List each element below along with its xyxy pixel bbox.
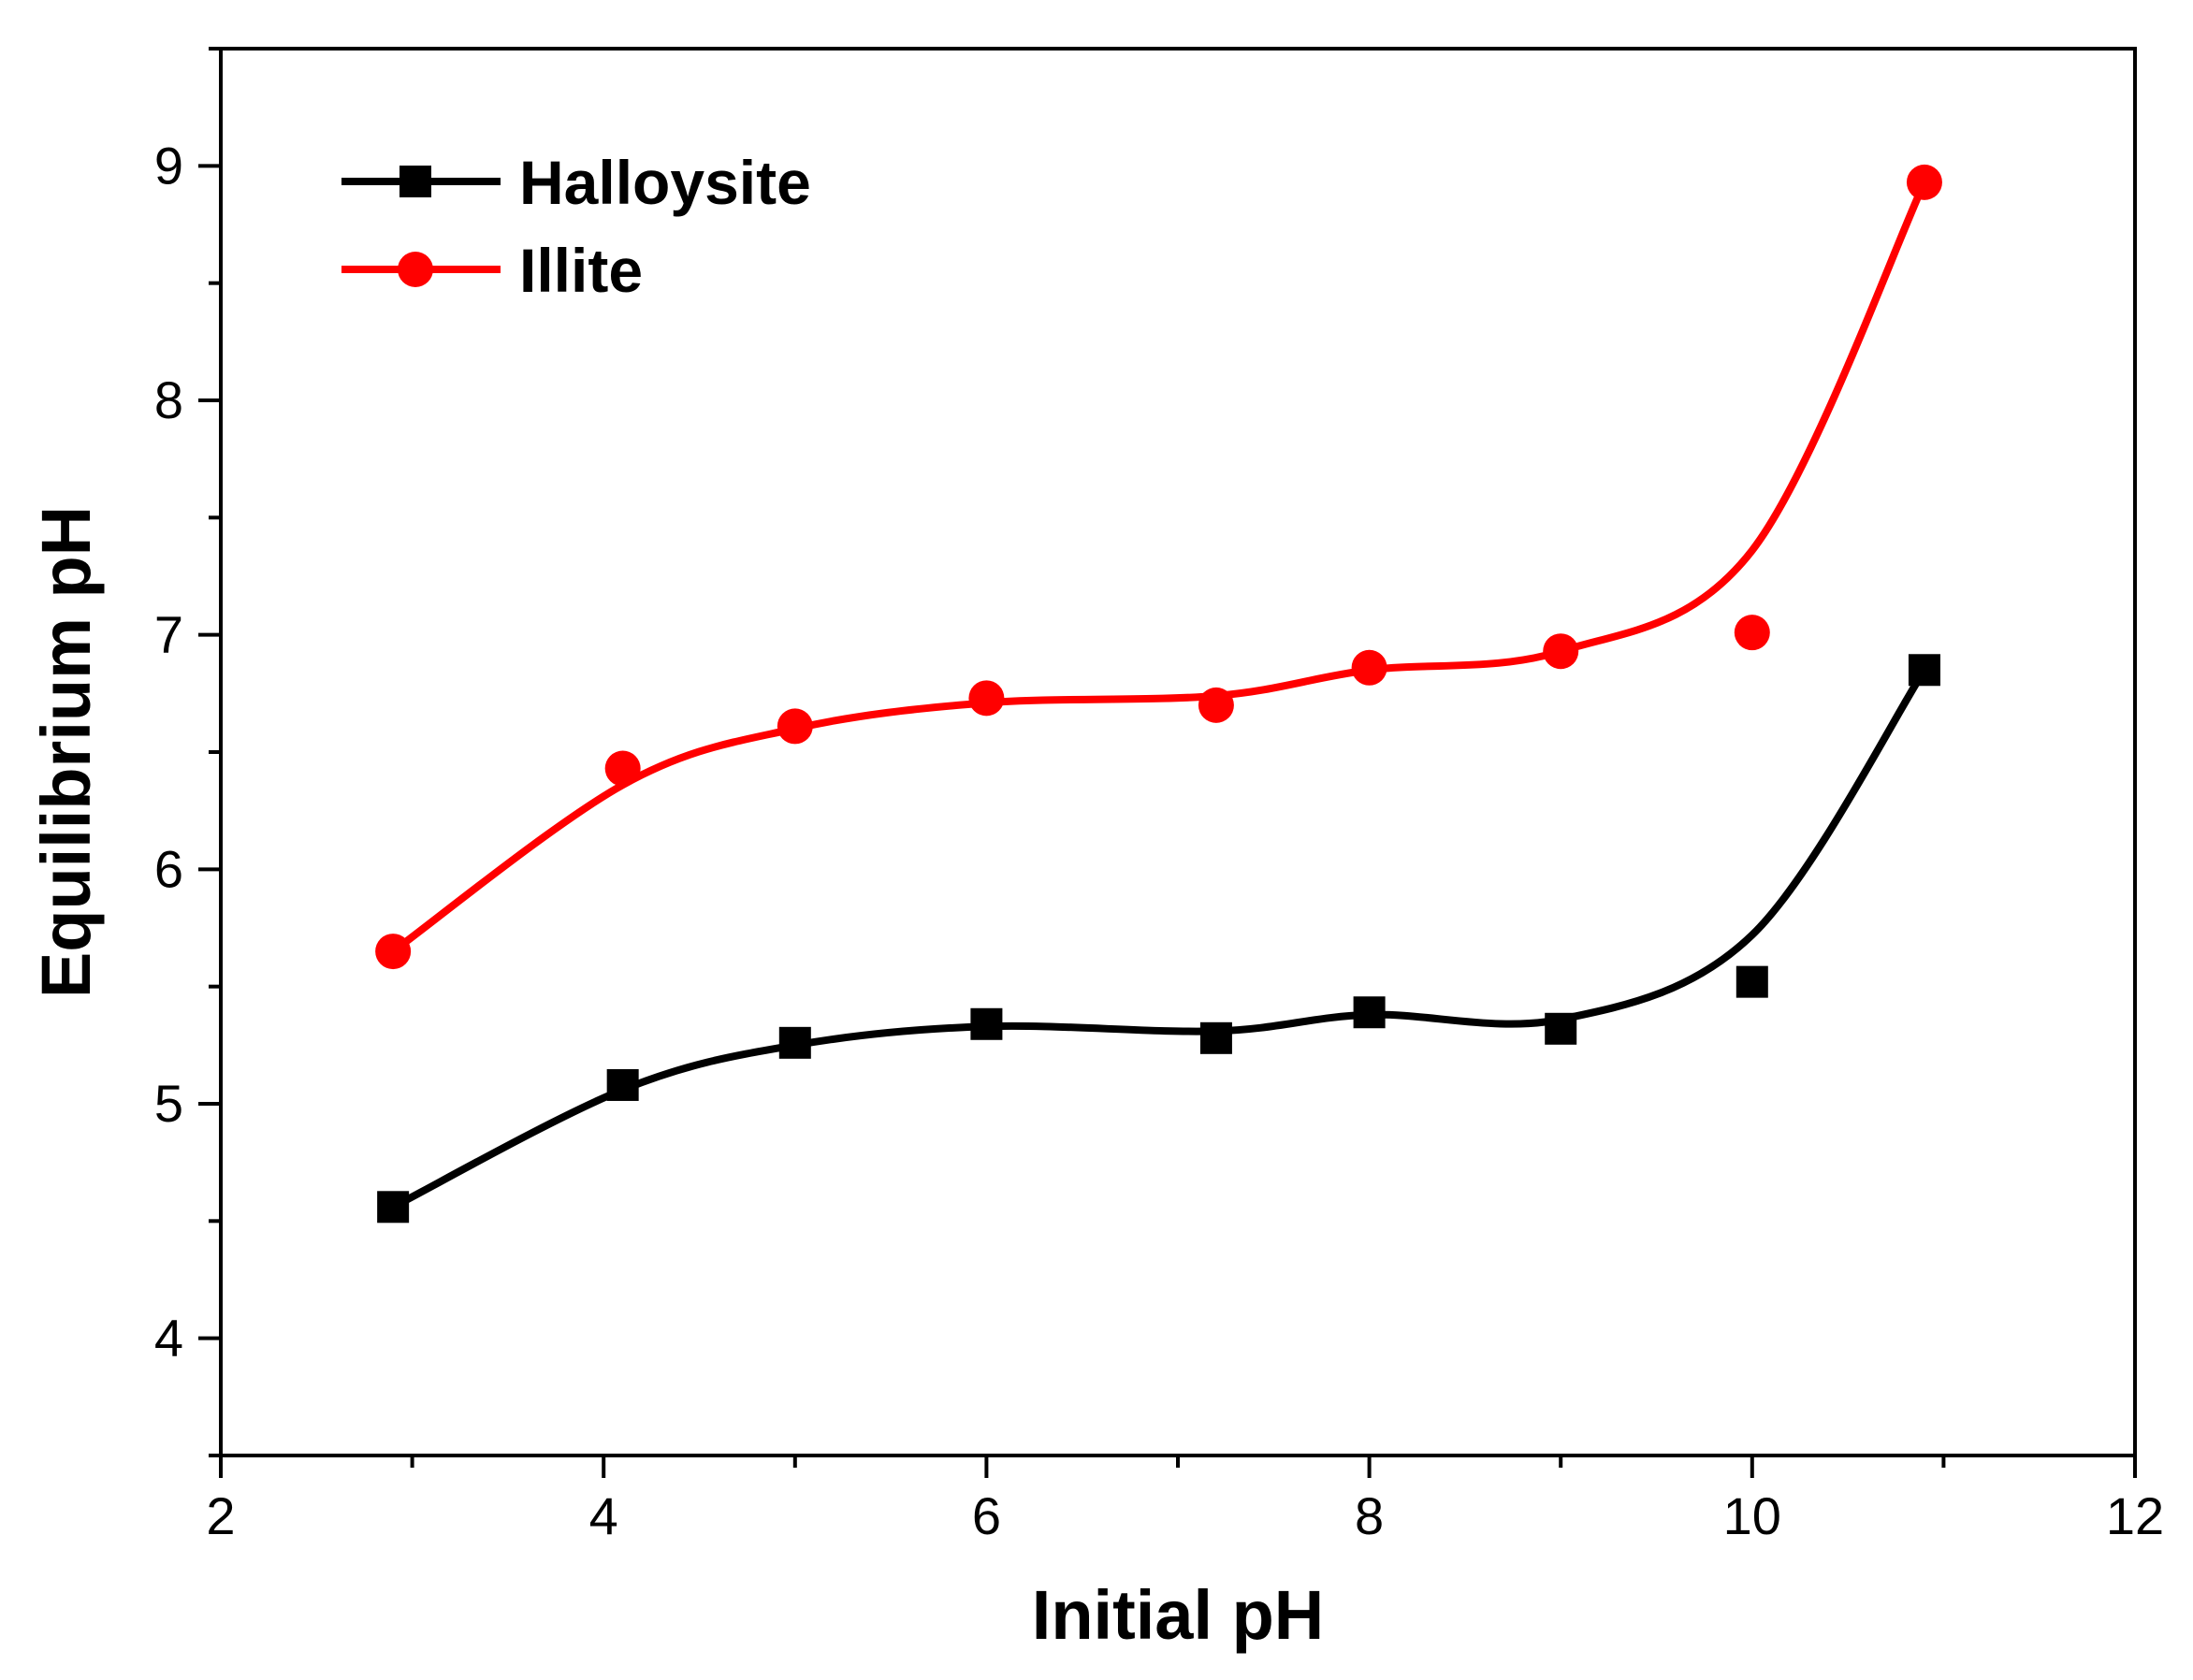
y-tick-label: 7 — [154, 605, 183, 664]
x-tick-label: 6 — [972, 1486, 1001, 1545]
y-axis-title: Equilibrium pH — [27, 506, 105, 998]
illite-point — [375, 934, 412, 970]
halloysite-point — [377, 1191, 410, 1224]
halloysite-point — [606, 1068, 639, 1101]
illite-point — [1198, 687, 1234, 723]
halloysite-point — [1545, 1012, 1577, 1045]
halloysite-point — [1353, 996, 1386, 1029]
plot-frame-group — [219, 47, 2137, 1457]
series-group — [375, 164, 1942, 1224]
illite-point — [968, 680, 1005, 717]
y-tick-label: 6 — [154, 839, 183, 898]
legend-label-halloysite: Halloysite — [519, 148, 811, 217]
legend-item-illite: Illite — [341, 236, 643, 305]
axis-ticks-group: 2 4 6 8 10 12 4 5 6 7 8 9 — [154, 47, 2164, 1545]
halloysite-point — [778, 1026, 811, 1059]
y-tick-label: 5 — [154, 1074, 183, 1133]
plot-frame — [219, 47, 2137, 1457]
series-halloysite — [377, 654, 1940, 1224]
halloysite-point — [1736, 965, 1768, 998]
legend-item-halloysite: Halloysite — [341, 148, 811, 217]
halloysite-point — [1199, 1021, 1232, 1054]
legend: Halloysite Illite — [341, 148, 811, 305]
y-tick-label: 4 — [154, 1309, 183, 1368]
x-tick-label: 8 — [1355, 1486, 1384, 1545]
x-tick-label: 10 — [1723, 1486, 1781, 1545]
y-tick-label: 9 — [154, 136, 183, 195]
illite-point — [1543, 633, 1579, 670]
illite-point — [777, 708, 813, 745]
illite-point — [604, 750, 641, 787]
x-tick-label: 2 — [206, 1486, 235, 1545]
halloysite-fit-line — [389, 666, 1928, 1211]
series-illite — [375, 164, 1942, 970]
x-tick-label: 4 — [589, 1486, 618, 1545]
x-tick-label: 12 — [2106, 1486, 2164, 1545]
legend-label-illite: Illite — [519, 236, 643, 305]
halloysite-point — [1908, 654, 1940, 687]
illite-point — [1906, 164, 1942, 200]
y-tick-label: 8 — [154, 370, 183, 429]
illite-point — [1734, 615, 1770, 651]
halloysite-point — [970, 1007, 1003, 1040]
illite-point — [1351, 649, 1387, 686]
legend-marker-illite — [398, 252, 433, 287]
x-axis-title: Initial pH — [1032, 1576, 1324, 1654]
legend-marker-halloysite — [399, 166, 431, 197]
